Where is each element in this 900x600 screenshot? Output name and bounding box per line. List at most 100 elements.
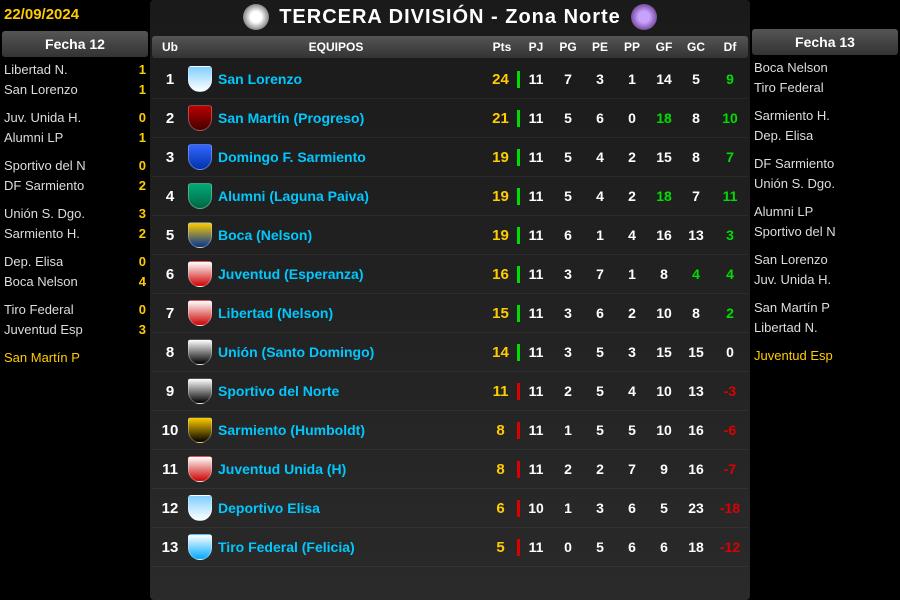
cell-ub: 12 <box>152 500 188 517</box>
cell-pj: 11 <box>520 344 552 360</box>
match-pair: Unión S. Dgo.3Sarmiento H.2 <box>0 203 150 243</box>
cell-ub: 1 <box>152 71 188 88</box>
cell-gc: 16 <box>680 422 712 438</box>
match-team: Unión S. Dgo. <box>754 176 835 191</box>
table-row: 2San Martín (Progreso)211156018810 <box>152 99 748 138</box>
cell-df: -18 <box>712 500 748 516</box>
cell-gf: 15 <box>648 344 680 360</box>
team-name: Libertad (Nelson) <box>218 305 333 321</box>
cell-equipo: Sarmiento (Humboldt) <box>188 417 484 443</box>
right-column: Fecha 13 Boca NelsonTiro Federal Sarmient… <box>750 0 900 600</box>
match-team: Unión S. Dgo. <box>4 206 85 221</box>
team-shield-icon <box>188 222 212 248</box>
match-team: Tiro Federal <box>4 302 74 317</box>
match-row: Alumni LP <box>750 201 900 221</box>
cell-pj: 11 <box>520 305 552 321</box>
cell-df: -6 <box>712 422 748 438</box>
cell-equipo: Libertad (Nelson) <box>188 300 484 326</box>
cell-gf: 14 <box>648 71 680 87</box>
team-shield-icon <box>188 456 212 482</box>
match-pair: Sarmiento H.Dep. Elisa <box>750 105 900 145</box>
cell-pe: 7 <box>584 266 616 282</box>
cell-pp: 5 <box>616 422 648 438</box>
cell-pg: 0 <box>552 539 584 555</box>
cell-pts: 15 <box>484 305 520 322</box>
table-row: 8Unión (Santo Domingo)141135315150 <box>152 333 748 372</box>
left-fecha-header: Fecha 12 <box>2 31 148 57</box>
cell-gc: 13 <box>680 383 712 399</box>
cell-pts: 14 <box>484 344 520 361</box>
hdr-equipos: EQUIPOS <box>188 40 484 54</box>
cell-equipo: Juventud Unida (H) <box>188 456 484 482</box>
cell-df: 0 <box>712 344 748 360</box>
cell-pp: 2 <box>616 188 648 204</box>
match-row: DF Sarmiento <box>750 153 900 173</box>
team-shield-icon <box>188 339 212 365</box>
cell-pp: 0 <box>616 110 648 126</box>
cell-ub: 3 <box>152 149 188 166</box>
cell-ub: 8 <box>152 344 188 361</box>
team-name: Tiro Federal (Felicia) <box>218 539 355 555</box>
cell-pg: 3 <box>552 344 584 360</box>
match-row: Tiro Federal0 <box>0 299 150 319</box>
match-row: Dep. Elisa0 <box>0 251 150 271</box>
cell-pe: 3 <box>584 71 616 87</box>
cell-gc: 18 <box>680 539 712 555</box>
cell-pj: 11 <box>520 149 552 165</box>
match-pair: San LorenzoJuv. Unida H. <box>750 249 900 289</box>
match-pair: San Martín PLibertad N. <box>750 297 900 337</box>
match-row: Libertad N.1 <box>0 59 150 79</box>
hdr-pp: PP <box>616 40 648 54</box>
root: 22/09/2024 Fecha 12 Libertad N.1San Lore… <box>0 0 900 600</box>
match-pair: Libertad N.1San Lorenzo1 <box>0 59 150 99</box>
cell-pg: 1 <box>552 500 584 516</box>
cell-pp: 4 <box>616 227 648 243</box>
match-team: Juventud Esp <box>754 348 833 363</box>
team-shield-icon <box>188 534 212 560</box>
cell-gf: 10 <box>648 383 680 399</box>
cell-gf: 15 <box>648 149 680 165</box>
match-team: Sportivo del N <box>754 224 836 239</box>
match-score: 0 <box>139 254 146 269</box>
match-row: Juv. Unida H.0 <box>0 107 150 127</box>
match-row: Boca Nelson 4 <box>0 271 150 291</box>
cell-equipo: Boca (Nelson) <box>188 222 484 248</box>
cell-gc: 16 <box>680 461 712 477</box>
cell-pg: 2 <box>552 383 584 399</box>
match-team: Tiro Federal <box>754 80 824 95</box>
match-row: Unión S. Dgo.3 <box>0 203 150 223</box>
standings-header: Ub EQUIPOS Pts PJ PG PE PP GF GC Df <box>152 36 748 58</box>
table-row: 9Sportivo del Norte11112541013-3 <box>152 372 748 411</box>
match-row: Sportivo del N0 <box>0 155 150 175</box>
cell-equipo: Domingo F. Sarmiento <box>188 144 484 170</box>
right-fecha-header: Fecha 13 <box>752 29 898 55</box>
league-logo-left-icon <box>243 4 269 30</box>
match-pair: Boca NelsonTiro Federal <box>750 57 900 97</box>
cell-pts: 19 <box>484 149 520 166</box>
cell-pe: 4 <box>584 188 616 204</box>
right-match-list: Boca NelsonTiro Federal Sarmiento H.Dep. … <box>750 57 900 373</box>
cell-pj: 11 <box>520 383 552 399</box>
match-score: 0 <box>139 158 146 173</box>
match-team: Sarmiento H. <box>4 226 80 241</box>
cell-pg: 5 <box>552 188 584 204</box>
match-team: DF Sarmiento <box>4 178 84 193</box>
cell-pp: 6 <box>616 539 648 555</box>
hdr-pts: Pts <box>484 40 520 54</box>
cell-equipo: Alumni (Laguna Paiva) <box>188 183 484 209</box>
match-score: 4 <box>139 274 146 289</box>
cell-equipo: Juventud (Esperanza) <box>188 261 484 287</box>
team-shield-icon <box>188 495 212 521</box>
match-team: Juv. Unida H. <box>754 272 831 287</box>
title-text: TERCERA DIVISIÓN - Zona Norte <box>279 6 621 29</box>
cell-ub: 13 <box>152 539 188 556</box>
cell-pj: 11 <box>520 422 552 438</box>
cell-pg: 2 <box>552 461 584 477</box>
match-pair: Juventud Esp <box>750 345 900 365</box>
cell-pg: 7 <box>552 71 584 87</box>
spacer <box>750 0 900 27</box>
cell-df: -3 <box>712 383 748 399</box>
match-team: Boca Nelson <box>4 274 78 289</box>
match-row: Sarmiento H.2 <box>0 223 150 243</box>
cell-df: 9 <box>712 71 748 87</box>
